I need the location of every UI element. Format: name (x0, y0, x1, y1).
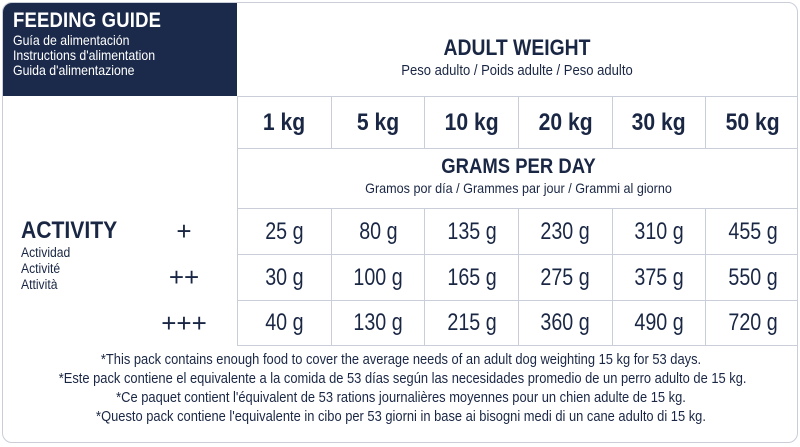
activity-subtitle-es: Actividad (21, 245, 71, 260)
grams-per-day-header: GRAMS PER DAY Gramos por día / Grammes p… (237, 148, 797, 208)
grams-cell: 165 g (424, 254, 519, 300)
grams-cell: 100 g (330, 254, 425, 300)
grams-cell: 80 g (330, 208, 425, 254)
activity-subtitle-fr: Activité (21, 261, 61, 276)
grams-cell: 40 g (237, 300, 331, 346)
feeding-guide-subtitle-fr: Instructions d'alimentation (13, 47, 156, 63)
grams-cell: 25 g (237, 208, 331, 254)
weight-cell: 10 kg (424, 96, 519, 148)
grams-cell: 360 g (518, 300, 612, 346)
feeding-guide-subtitle-it: Guida d'alimentazione (13, 62, 135, 78)
grams-cell: 490 g (611, 300, 706, 346)
grams-cell: 215 g (424, 300, 519, 346)
adult-weight-header: ADULT WEIGHT Peso adulto / Poids adulte … (237, 3, 797, 96)
footnote-es: *Este pack contiene el equivalente a la … (58, 370, 747, 387)
activity-title: ACTIVITY (21, 217, 118, 244)
grams-cell: 310 g (611, 208, 706, 254)
table-row: 40 g 130 g 215 g 360 g 490 g 720 g (237, 300, 797, 346)
grams-per-day-subtitle: Gramos por día / Grammes par jour / Gram… (365, 180, 672, 196)
grams-per-day-title: GRAMS PER DAY (441, 155, 596, 178)
weight-cell: 20 kg (518, 96, 612, 148)
weight-row: 1 kg 5 kg 10 kg 20 kg 30 kg 50 kg (237, 96, 797, 148)
feeding-guide-subtitle-es: Guía de alimentación (13, 32, 130, 48)
weight-cell: 50 kg (705, 96, 797, 148)
weight-cell: 1 kg (237, 96, 331, 148)
grams-cell: 135 g (424, 208, 519, 254)
grams-cell: 130 g (330, 300, 425, 346)
feeding-guide-title: FEEDING GUIDE (13, 9, 162, 32)
activity-level-high: +++ (161, 307, 207, 338)
activity-label: ACTIVITY Actividad Activité Attività (21, 217, 130, 293)
grams-cell: 275 g (518, 254, 612, 300)
feeding-table: 1 kg 5 kg 10 kg 20 kg 30 kg 50 kg GRAMS … (237, 96, 797, 346)
grams-cell: 455 g (705, 208, 797, 254)
grams-cell: 550 g (705, 254, 797, 300)
adult-weight-subtitle: Peso adulto / Poids adulte / Peso adulto (401, 63, 633, 79)
table-row: 30 g 100 g 165 g 275 g 375 g 550 g (237, 254, 797, 300)
grams-cell: 375 g (611, 254, 706, 300)
footnote-fr: *Ce paquet contient l'équivalent de 53 r… (116, 389, 686, 406)
footnote-en: *This pack contains enough food to cover… (100, 351, 702, 368)
feeding-guide-header: FEEDING GUIDE Guía de alimentación Instr… (3, 3, 237, 96)
activity-subtitle-it: Attività (21, 277, 58, 292)
grams-cell: 720 g (705, 300, 797, 346)
footnote-it: *Questo pack contiene l'equivalente in c… (96, 408, 706, 425)
weight-cell: 5 kg (330, 96, 425, 148)
activity-level-low: + (176, 215, 192, 246)
grams-cell: 230 g (518, 208, 612, 254)
adult-weight-title: ADULT WEIGHT (443, 35, 591, 60)
footnotes: *This pack contains enough food to cover… (3, 350, 797, 426)
table-row: 25 g 80 g 135 g 230 g 310 g 455 g (237, 208, 797, 254)
weight-cell: 30 kg (611, 96, 706, 148)
grams-cell: 30 g (237, 254, 331, 300)
activity-level-medium: ++ (168, 261, 200, 292)
